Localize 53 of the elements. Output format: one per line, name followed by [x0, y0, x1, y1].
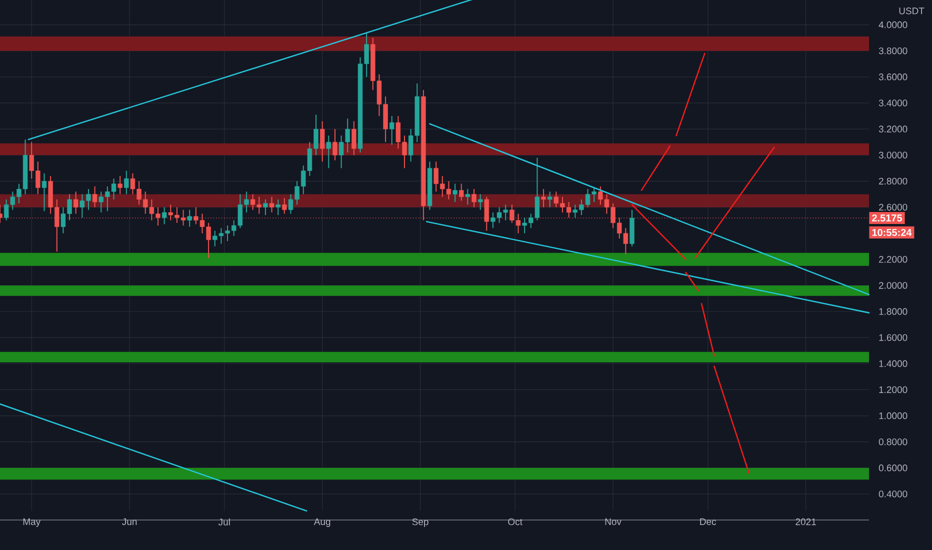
candlestick — [276, 198, 280, 216]
y-tick-label: 2.2000 — [879, 256, 908, 263]
candlestick — [92, 186, 98, 208]
candlestick — [326, 135, 332, 169]
text: 10:55:24 — [872, 228, 912, 236]
candlestick — [263, 198, 268, 216]
x-tick-label: Oct — [508, 518, 522, 526]
candlestick — [162, 206, 167, 225]
candlestick — [118, 175, 122, 195]
y-tick-label: 4.0000 — [878, 21, 908, 28]
candlestick — [42, 172, 47, 212]
candlestick — [472, 188, 476, 208]
x-tick-label: 2021 — [796, 518, 816, 526]
x-tick-label: Sep — [412, 518, 428, 528]
x-tick-label: Dec — [700, 518, 716, 526]
y-tick-label: 3.4000 — [878, 100, 908, 106]
y-tick-label: 0.8000 — [878, 438, 908, 446]
y-tick-label: 1.6000 — [879, 334, 908, 341]
y-tick-label: 3.2000 — [878, 126, 908, 132]
candlestick — [459, 183, 464, 202]
y-tick-label: 3.0000 — [878, 152, 908, 158]
candlestick — [187, 209, 192, 228]
candlestick — [389, 116, 394, 146]
x-tick-label: Jun — [122, 518, 137, 526]
y-tick-label: 1.0000 — [879, 412, 908, 420]
candlestick — [478, 194, 483, 210]
candlestick — [282, 198, 287, 214]
candlestick — [541, 188, 546, 208]
y-tick-label: 2.6000 — [879, 204, 908, 211]
candlestick — [320, 120, 325, 162]
candlestick — [452, 183, 458, 203]
candlestick — [73, 191, 78, 214]
y-tick-label: 0.6000 — [878, 464, 908, 472]
y-tick-label: 3.8000 — [878, 47, 908, 54]
y-tick-label: 0.4000 — [878, 490, 908, 498]
y-tick-label: 3.6000 — [878, 74, 908, 80]
candlestick — [269, 196, 274, 213]
candlestick — [332, 128, 338, 161]
y-tick-label: 2.8000 — [879, 178, 908, 185]
y-tick-label: 1.8000 — [879, 308, 908, 315]
y-tick-label: 1.2000 — [879, 386, 908, 394]
ref-line-label: 2.5175 — [872, 214, 902, 222]
candlestick — [352, 120, 356, 156]
x-tick-label: Nov — [605, 518, 622, 526]
y-tick-label: 2.0000 — [879, 282, 908, 289]
x-tick-label: May — [23, 518, 41, 527]
text: USDT — [899, 8, 924, 14]
x-tick-label: Aug — [314, 518, 330, 527]
candlestick — [465, 188, 470, 206]
y-tick-label: 1.4000 — [879, 360, 908, 367]
candlestick — [547, 191, 552, 208]
candlestick — [124, 170, 129, 195]
x-tick-label: Jul — [218, 518, 230, 526]
